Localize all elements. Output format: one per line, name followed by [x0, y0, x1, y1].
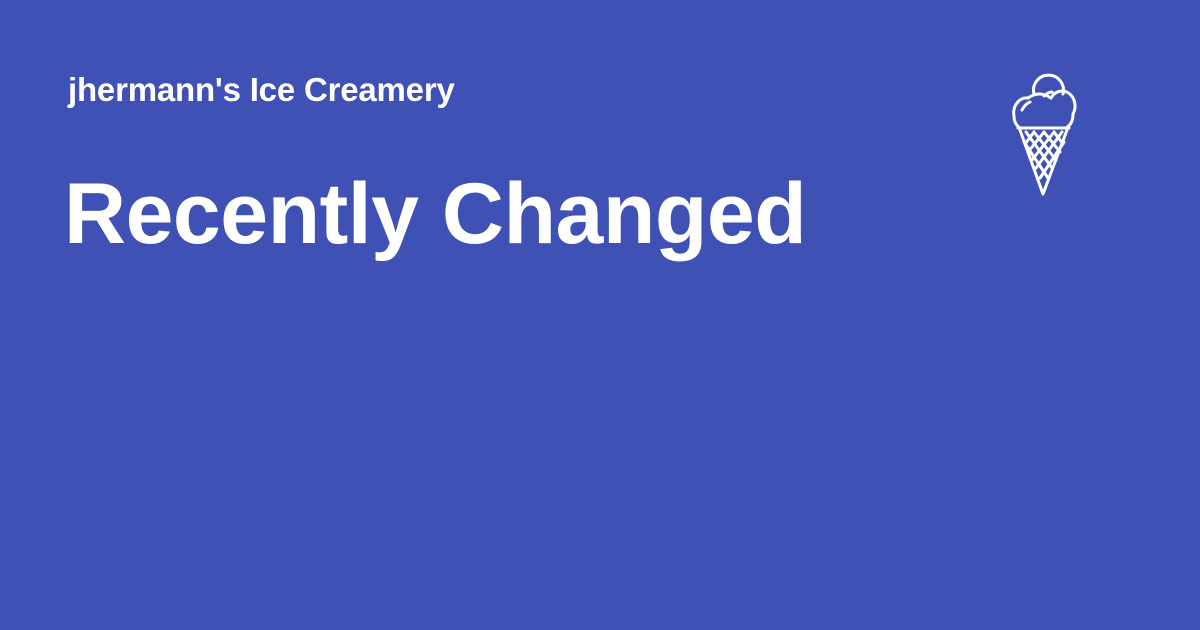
page-title: Recently Changed — [64, 166, 807, 262]
site-name: jhermann's Ice Creamery — [68, 71, 455, 108]
ice-cream-cone-icon — [1006, 64, 1082, 200]
